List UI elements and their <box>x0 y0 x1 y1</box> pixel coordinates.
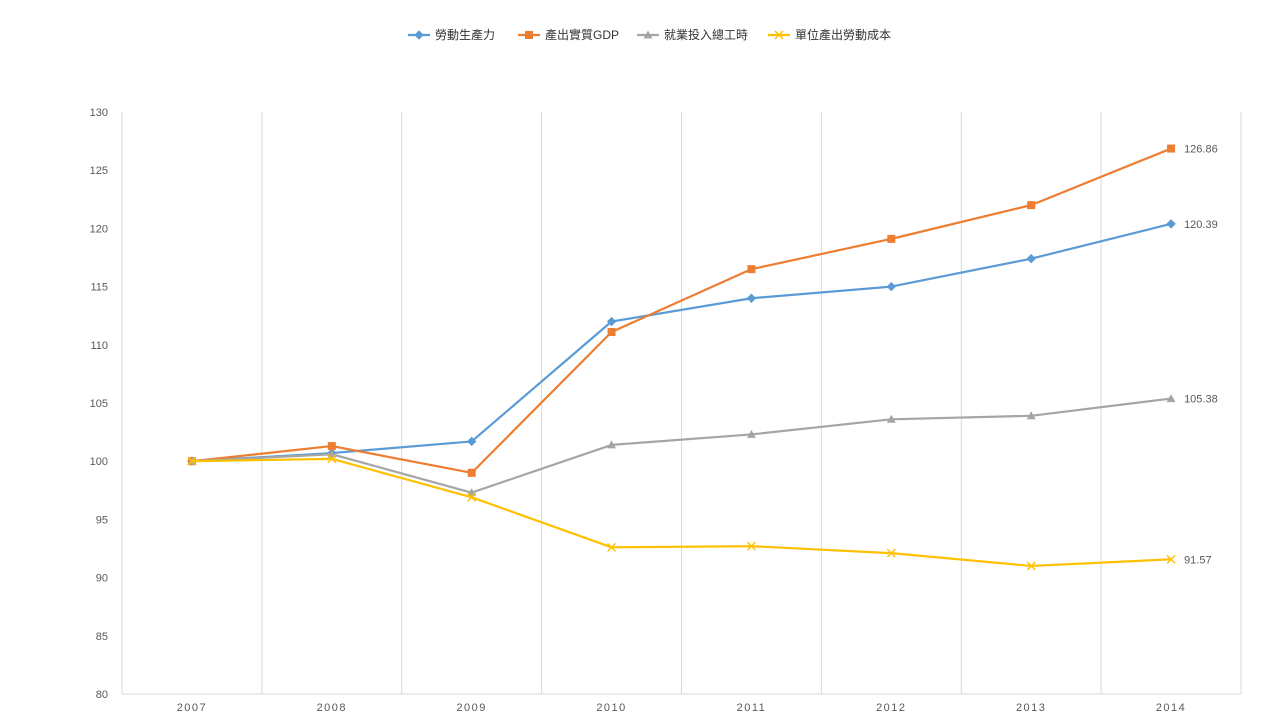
y-tick-label: 110 <box>90 340 108 352</box>
data-labels: 120.39 126.86 105.38 91.57 <box>1184 144 1218 567</box>
data-point-marker <box>607 440 617 449</box>
data-point-marker <box>327 442 336 451</box>
grid <box>121 112 1242 694</box>
x-tick-label: 2012 <box>876 702 906 714</box>
data-label: 105.38 <box>1184 394 1218 406</box>
data-point-marker <box>327 454 337 464</box>
legend-label: 就業投入總工時 <box>664 27 748 42</box>
x-tick-label: 2011 <box>737 702 767 714</box>
data-point-marker <box>607 542 617 552</box>
legend-marker <box>414 30 424 40</box>
series-group <box>187 144 1176 571</box>
x-tick-label: 2009 <box>456 702 486 714</box>
data-label: 91.57 <box>1184 554 1212 566</box>
data-point-marker <box>1167 144 1176 153</box>
legend-label: 產出實質GDP <box>545 27 619 42</box>
legend-item: 就業投入總工時 <box>637 27 748 42</box>
legend-label: 單位產出勞動成本 <box>795 27 891 42</box>
y-tick-label: 120 <box>90 223 108 235</box>
y-tick-label: 125 <box>90 165 108 177</box>
x-tick-label: 2010 <box>596 702 626 714</box>
data-point-marker-stroke-b <box>607 542 617 552</box>
axes: 130 125 120 115 110 105 100 95 90 85 80 2007 2008 200… <box>90 107 1241 714</box>
x-tick-label: 2014 <box>1156 702 1186 714</box>
data-point-marker <box>1027 201 1036 210</box>
data-point-marker <box>467 492 477 502</box>
data-point-marker <box>467 468 476 477</box>
data-point-marker <box>606 316 617 327</box>
legend: 勞動生產力 產出實質GDP 就業投入總工時 單位產出勞動成本 <box>408 27 891 42</box>
x-tick-label: 2008 <box>317 702 347 714</box>
data-point-marker <box>1166 394 1176 403</box>
data-point-marker <box>1026 411 1036 420</box>
data-point-marker <box>1166 554 1176 564</box>
data-point-marker <box>1166 219 1176 229</box>
legend-label: 勞動生產力 <box>435 27 495 42</box>
series-line <box>191 457 1172 568</box>
data-point-marker <box>466 436 477 447</box>
legend-item: 單位產出勞動成本 <box>768 27 891 42</box>
data-point-marker-stroke-b <box>187 456 197 466</box>
y-tick-label: 115 <box>90 282 108 294</box>
data-point-marker <box>746 293 757 303</box>
data-point-marker <box>886 414 896 423</box>
data-point-marker-stroke-b <box>1166 554 1176 564</box>
data-point-marker-stroke-b <box>746 541 756 551</box>
y-tick-label: 105 <box>90 398 108 410</box>
data-point-marker <box>886 548 896 558</box>
legend-marker <box>525 31 533 39</box>
legend-item: 勞動生產力 <box>408 27 495 42</box>
y-tick-label: 80 <box>96 689 108 701</box>
y-tick-label: 130 <box>90 107 108 119</box>
data-point-marker-stroke-b <box>1026 561 1036 571</box>
data-point-marker <box>886 281 897 292</box>
data-point-marker <box>747 265 756 274</box>
data-point-marker-stroke-b <box>886 548 896 558</box>
data-point-marker <box>1026 561 1036 571</box>
data-point-marker <box>746 541 756 551</box>
y-tick-label: 85 <box>96 631 108 643</box>
data-point-marker <box>187 456 197 466</box>
data-point-marker <box>1026 253 1036 264</box>
legend-marker <box>643 30 653 39</box>
data-point-marker <box>887 234 896 243</box>
data-point-marker-stroke-b <box>467 492 477 502</box>
series-4 <box>187 454 1176 571</box>
data-point-marker <box>746 429 756 438</box>
data-label: 126.86 <box>1184 144 1218 156</box>
legend-item: 產出實質GDP <box>518 27 619 42</box>
x-tick-label: 2013 <box>1016 702 1046 714</box>
legend-marker <box>774 30 784 40</box>
legend-marker-stroke-b <box>774 30 784 40</box>
series-line <box>191 147 1172 474</box>
y-tick-label: 100 <box>90 456 108 468</box>
y-tick-label: 90 <box>96 573 108 585</box>
y-tick-label: 95 <box>96 514 108 526</box>
series-line <box>191 397 1172 494</box>
data-point-marker-stroke-b <box>327 454 337 464</box>
data-label: 120.39 <box>1184 219 1218 231</box>
data-point-marker <box>607 327 616 336</box>
x-tick-label: 2007 <box>177 702 207 714</box>
